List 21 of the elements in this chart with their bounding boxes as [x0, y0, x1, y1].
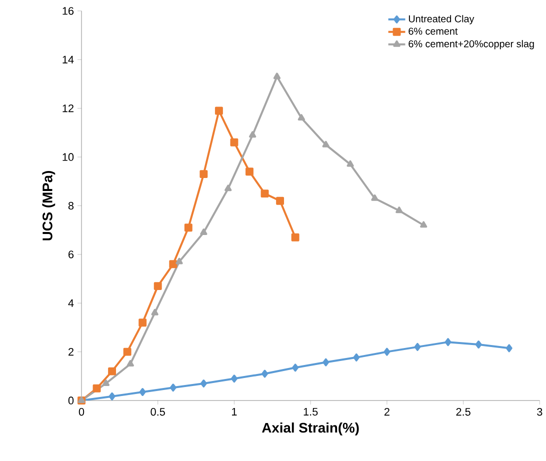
legend-label: Untreated Clay: [408, 15, 474, 24]
y-tick-label: 14: [62, 56, 74, 64]
x-tick-label: 2.5: [456, 408, 470, 416]
y-tick-label: 6: [68, 250, 74, 258]
x-axis-title: Axial Strain(%): [262, 422, 359, 436]
x-tick-label: 3: [537, 408, 542, 416]
x-tick-label: 1.5: [304, 408, 318, 416]
legend-label: 6% cement+20%copper slag: [408, 40, 534, 50]
y-tick-label: 4: [68, 299, 74, 307]
x-tick-label: 1: [232, 408, 237, 416]
legend-label: 6% cement: [408, 28, 458, 35]
y-tick-label: 12: [62, 104, 74, 112]
y-tick-label: 2: [68, 348, 74, 356]
x-tick-label: 2: [384, 408, 390, 416]
x-tick-label: 0.5: [150, 408, 165, 416]
y-tick-label: 16: [62, 7, 74, 15]
y-tick-label: 10: [62, 153, 74, 161]
x-tick-label: 0: [78, 408, 84, 416]
y-axis-title: UCS (MPa): [42, 170, 56, 240]
y-tick-label: 0: [68, 396, 74, 404]
y-tick-label: 8: [68, 202, 74, 210]
